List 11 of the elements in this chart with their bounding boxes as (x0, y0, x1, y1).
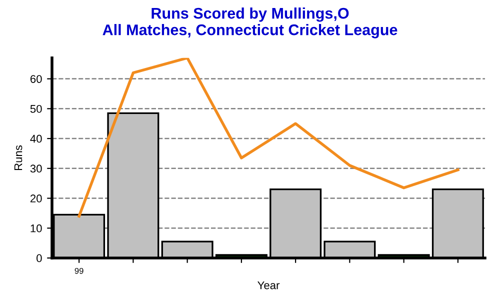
y-axis-title: Runs (14, 145, 22, 170)
x-axis-title: Year (258, 281, 280, 290)
y-tick-label: 20 (30, 194, 42, 202)
y-tick-label: 0 (36, 254, 42, 262)
y-tick-label: 40 (30, 134, 42, 143)
chart-title: Runs Scored by Mullings,O All Matches, Connecticut Cricket League (102, 8, 398, 38)
y-tick-label: 50 (30, 104, 42, 113)
y-tick-label: 10 (30, 224, 42, 232)
y-tick-label: 60 (30, 75, 42, 83)
y-tick-label: 30 (30, 164, 42, 173)
x-tick-label: 99 (74, 268, 84, 274)
